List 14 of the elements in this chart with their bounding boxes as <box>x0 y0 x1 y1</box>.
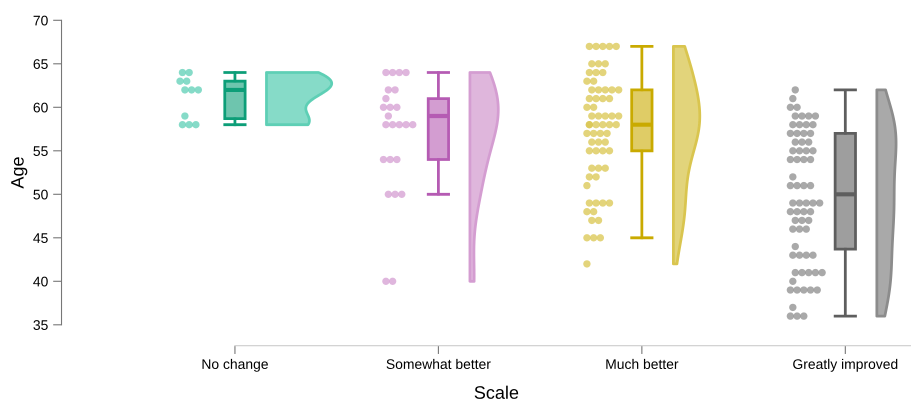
y-tick-label: 55 <box>33 146 48 156</box>
y-tick-label: 40 <box>33 276 48 286</box>
x-tick-label: Greatly improved <box>793 358 898 372</box>
y-tick-label: 35 <box>33 320 48 330</box>
x-tick-label: No change <box>202 358 268 372</box>
y-tick-label: 65 <box>34 59 48 69</box>
x-axis-title: Scale <box>474 386 518 399</box>
y-axis-title: Age <box>11 157 28 189</box>
x-tick-label: Somewhat better <box>386 358 491 370</box>
y-tick-label: 60 <box>34 102 48 112</box>
y-tick-label: 70 <box>34 16 48 26</box>
x-tick-label: Much better <box>606 358 678 370</box>
y-tick-label: 50 <box>33 190 48 200</box>
y-tick-label: 45 <box>33 233 48 243</box>
